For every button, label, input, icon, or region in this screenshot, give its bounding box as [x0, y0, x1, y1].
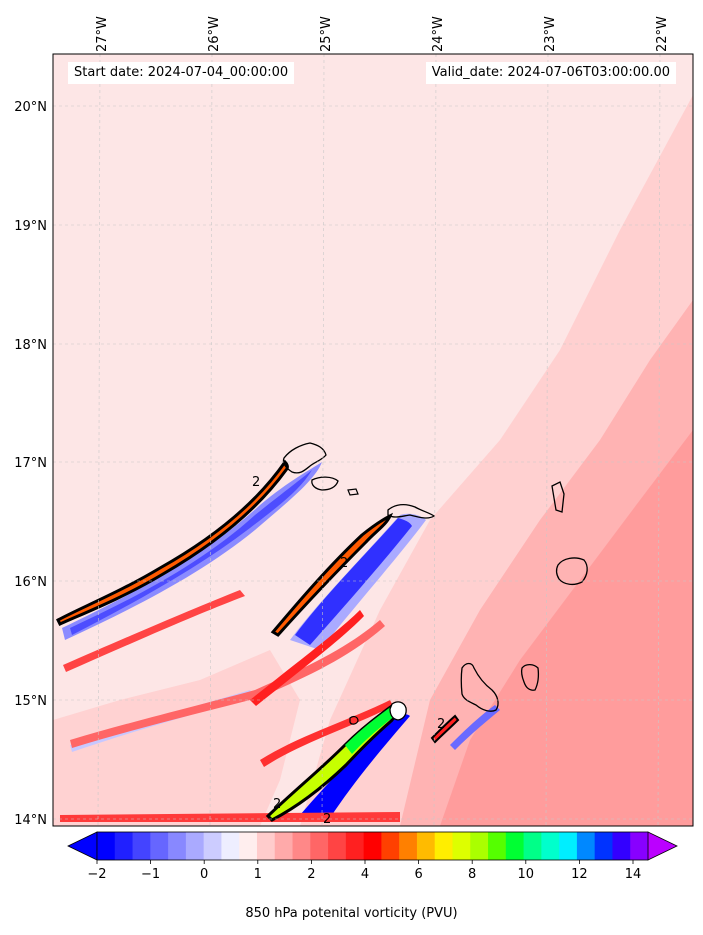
colorbar-frame	[96, 831, 649, 861]
colorbar-swatch	[594, 832, 613, 860]
lon-tick-label: 27°W	[95, 16, 110, 52]
island-maio	[520, 663, 540, 691]
colorbar-swatch	[559, 832, 578, 860]
colorbar-swatch	[203, 832, 222, 860]
colorbar-ticks: −2 −1 0 1 2 4 6 8 10 12 14	[87, 860, 641, 882]
pv-field-darker-band	[440, 430, 693, 826]
colorbar-swatch	[168, 832, 187, 860]
graticule	[53, 54, 693, 826]
colorbar-swatch	[150, 832, 169, 860]
contour-label: 2	[340, 556, 348, 571]
colorbar-swatch	[612, 832, 631, 860]
colorbar-swatch	[274, 832, 294, 860]
island-santo-antao	[282, 442, 327, 474]
lon-tick-label: 24°W	[431, 16, 446, 52]
map-frame	[52, 53, 694, 827]
negative-pv-streak-santiago-core	[295, 518, 412, 645]
colorbar-swatch	[256, 832, 276, 860]
island-santa-luzia	[347, 488, 359, 496]
lon-tick-label: 22°W	[655, 16, 670, 52]
colorbar-swatch	[470, 832, 489, 860]
colorbar-swatch	[328, 832, 347, 860]
colorbar-tick-label: 8	[468, 867, 476, 882]
high-pv-core-small	[430, 714, 460, 744]
island-fogo	[389, 701, 407, 721]
lat-tick-label: 19°N	[14, 219, 47, 234]
positive-pv-streak-bottom	[60, 812, 400, 822]
negative-pv-streak-fogo-core	[70, 470, 312, 635]
colorbar-swatch	[416, 832, 436, 860]
colorbar-swatch	[97, 832, 116, 860]
colorbar-swatch	[132, 832, 151, 860]
colorbar-tick-label: 0	[200, 867, 208, 882]
lat-tick-label: 18°N	[14, 338, 47, 353]
contour-label: 2	[323, 812, 331, 827]
negative-pv-streak-maio	[300, 714, 410, 818]
colorbar-tick-label: 12	[571, 867, 588, 882]
island-boa-vista	[555, 557, 588, 586]
colorbar-swatch	[310, 832, 329, 860]
positive-pv-streak-3	[250, 610, 364, 706]
colorbar-tick-label: 2	[307, 867, 315, 882]
positive-pv-streak-2	[70, 620, 385, 748]
colorbar-swatch	[434, 832, 453, 860]
colorbar-swatch	[399, 832, 418, 860]
colorbar-swatch	[452, 832, 471, 860]
lat-tick-label: 14°N	[14, 813, 47, 828]
colorbar-tick-label: 1	[254, 867, 262, 882]
high-pv-core-maio-bright	[345, 706, 395, 754]
contour-label: 2	[273, 797, 281, 812]
start-date-label: Start date: 2024-07-04_00:00:00	[68, 62, 295, 84]
colorbar-swatch	[292, 832, 311, 860]
positive-pv-streak-4	[260, 700, 393, 767]
colorbar-swatch	[523, 832, 542, 860]
lat-tick-label: 17°N	[14, 456, 47, 471]
colorbar-tick-label: 4	[361, 867, 369, 882]
longitude-axis: 27°W 26°W 25°W 24°W 23°W 22°W	[95, 16, 670, 52]
lon-tick-label: 23°W	[543, 16, 558, 52]
map-panel[interactable]: 2 2 2 2 2	[53, 54, 693, 827]
colorbar-tick-label: 14	[625, 867, 642, 882]
colorbar-tick-label: −2	[87, 867, 106, 882]
contour-label: 2	[252, 475, 260, 490]
island-santiago	[460, 662, 499, 712]
colorbar-swatch	[541, 832, 560, 860]
colorbar-swatch	[114, 832, 134, 860]
colorbar-swatch	[576, 832, 596, 860]
island-brava	[349, 715, 359, 725]
valid-date-label: Valid_date: 2024-07-06T03:00:00.00	[425, 62, 676, 84]
colorbar-swatch	[363, 832, 382, 860]
colorbar-extend-low	[67, 831, 98, 861]
colorbar-tick-label: 6	[414, 867, 422, 882]
colorbar-extend-high	[647, 831, 678, 861]
lon-tick-label: 25°W	[319, 16, 334, 52]
island-sal	[551, 481, 565, 513]
colorbar-swatch	[221, 832, 240, 860]
colorbar-tick-label: −1	[141, 867, 160, 882]
colorbar-tick-label: 10	[518, 867, 535, 882]
colorbar-swatch	[505, 832, 525, 860]
lat-tick-label: 20°N	[14, 100, 47, 115]
colorbar-swatch	[488, 832, 507, 860]
latitude-axis: 20°N 19°N 18°N 17°N 16°N 15°N 14°N	[14, 100, 47, 828]
negative-pv-streak-boavista	[450, 705, 500, 750]
colorbar-title: 850 hPa potenital vorticity (PVU)	[245, 906, 458, 921]
colorbar	[67, 831, 678, 861]
colorbar-swatch	[345, 832, 365, 860]
colorbar-swatch	[630, 832, 649, 860]
colorbar-swatch	[185, 832, 205, 860]
positive-pv-streak-1	[63, 590, 245, 672]
lat-tick-label: 16°N	[14, 575, 47, 590]
lat-tick-label: 15°N	[14, 694, 47, 709]
island-sao-vicente	[311, 476, 339, 491]
colorbar-swatch	[239, 832, 258, 860]
contour-label: 2	[437, 717, 445, 732]
colorbar-swatch	[381, 832, 400, 860]
lon-tick-label: 26°W	[207, 16, 222, 52]
negative-pv-streak-fogo	[62, 462, 322, 640]
high-pv-core-fogo	[56, 459, 289, 626]
island-sao-nicolau	[387, 503, 436, 519]
